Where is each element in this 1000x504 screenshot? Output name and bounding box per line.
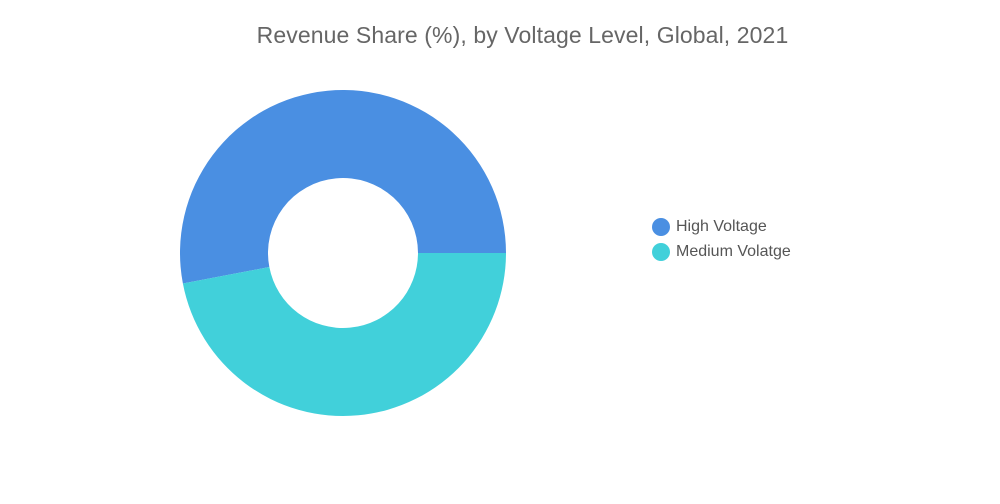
donut-slices [179, 89, 506, 416]
legend: High Voltage Medium Volatge [652, 214, 791, 264]
chart-title: Revenue Share (%), by Voltage Level, Glo… [256, 22, 789, 48]
donut-slice-medium-volatge[interactable] [182, 253, 506, 416]
legend-item-high-voltage[interactable]: High Voltage [652, 214, 791, 239]
legend-item-medium-voltage[interactable]: Medium Volatge [652, 239, 791, 264]
donut-slice-high-voltage[interactable] [179, 89, 506, 284]
legend-label-high-voltage: High Voltage [676, 217, 767, 235]
legend-label-medium-voltage: Medium Volatge [676, 242, 791, 260]
legend-swatch-high-voltage [652, 217, 670, 236]
legend-swatch-medium-voltage [652, 242, 670, 261]
